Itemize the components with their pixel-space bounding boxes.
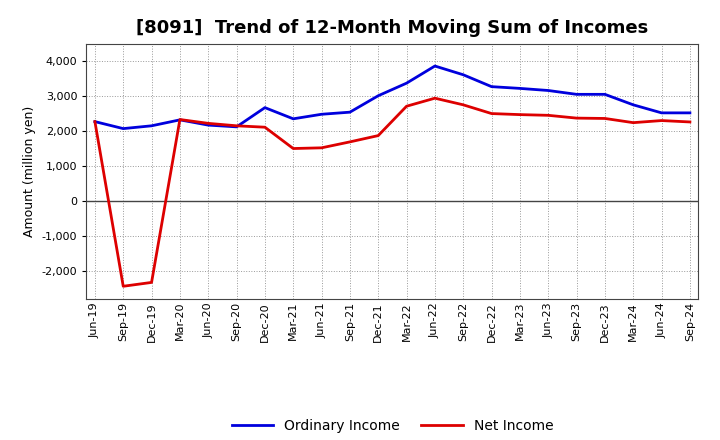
Net Income — [289, 146, 297, 151]
Net Income — [657, 118, 666, 123]
Title: [8091]  Trend of 12-Month Moving Sum of Incomes: [8091] Trend of 12-Month Moving Sum of I… — [136, 19, 649, 37]
Ordinary Income — [685, 110, 694, 116]
Net Income — [459, 102, 467, 107]
Ordinary Income — [176, 117, 184, 122]
Net Income — [487, 111, 496, 116]
Line: Ordinary Income: Ordinary Income — [95, 66, 690, 128]
Ordinary Income — [600, 92, 609, 97]
Net Income — [176, 117, 184, 122]
Ordinary Income — [544, 88, 552, 93]
Net Income — [431, 95, 439, 101]
Net Income — [148, 280, 156, 285]
Ordinary Income — [318, 112, 326, 117]
Net Income — [629, 120, 637, 125]
Ordinary Income — [148, 123, 156, 128]
Net Income — [119, 284, 127, 289]
Ordinary Income — [516, 86, 524, 91]
Ordinary Income — [204, 122, 212, 128]
Net Income — [91, 119, 99, 124]
Ordinary Income — [629, 102, 637, 107]
Ordinary Income — [119, 126, 127, 131]
Net Income — [346, 139, 354, 144]
Net Income — [572, 115, 581, 121]
Ordinary Income — [346, 110, 354, 115]
Net Income — [402, 103, 411, 109]
Ordinary Income — [261, 105, 269, 110]
Ordinary Income — [91, 119, 99, 124]
Net Income — [318, 145, 326, 150]
Ordinary Income — [374, 93, 382, 99]
Ordinary Income — [657, 110, 666, 116]
Ordinary Income — [431, 63, 439, 69]
Ordinary Income — [459, 72, 467, 77]
Ordinary Income — [233, 124, 241, 129]
Ordinary Income — [487, 84, 496, 89]
Legend: Ordinary Income, Net Income: Ordinary Income, Net Income — [226, 413, 559, 438]
Net Income — [233, 123, 241, 128]
Net Income — [685, 119, 694, 125]
Net Income — [204, 121, 212, 126]
Net Income — [544, 113, 552, 118]
Net Income — [600, 116, 609, 121]
Net Income — [374, 133, 382, 138]
Y-axis label: Amount (million yen): Amount (million yen) — [23, 106, 36, 237]
Net Income — [261, 125, 269, 130]
Ordinary Income — [572, 92, 581, 97]
Line: Net Income: Net Income — [95, 98, 690, 286]
Ordinary Income — [289, 116, 297, 121]
Net Income — [516, 112, 524, 117]
Ordinary Income — [402, 81, 411, 86]
